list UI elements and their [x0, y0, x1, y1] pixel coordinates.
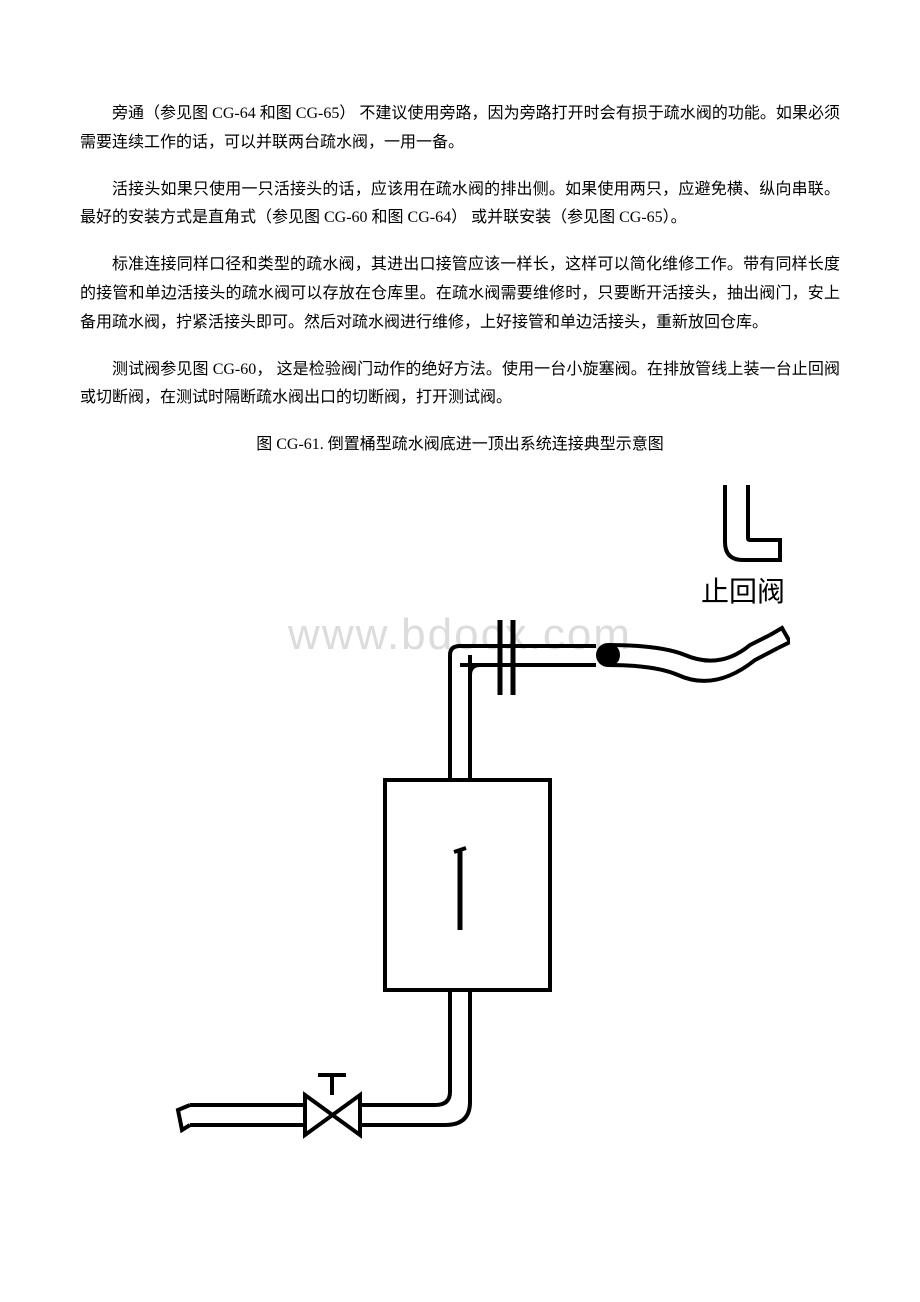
paragraph-standard-connection: 标准连接同样口径和类型的疏水阀，其进出口接管应该一样长，这样可以简化维修工作。带…	[80, 251, 840, 337]
check-valve-label: 止回阀	[701, 570, 785, 610]
check-valve-icon	[596, 643, 620, 667]
paragraph-union: 活接头如果只使用一只活接头的话，应该用在疏水阀的排出侧。如果使用两只，应避免横、…	[80, 176, 840, 234]
steam-trap-diagram: www.bdocx.com 止回阀	[130, 480, 790, 1220]
figure-caption: 图 CG-61. 倒置桶型疏水阀底进一顶出系统连接典型示意图	[80, 431, 840, 460]
piping-diagram-svg	[130, 480, 790, 1220]
diagram-container: www.bdocx.com 止回阀	[80, 480, 840, 1220]
paragraph-bypass: 旁通（参见图 CG-64 和图 CG-65） 不建议使用旁路，因为旁路打开时会有…	[80, 100, 840, 158]
paragraph-test-valve: 测试阀参见图 CG-60， 这是检验阀门动作的绝好方法。使用一台小旋塞阀。在排放…	[80, 356, 840, 414]
